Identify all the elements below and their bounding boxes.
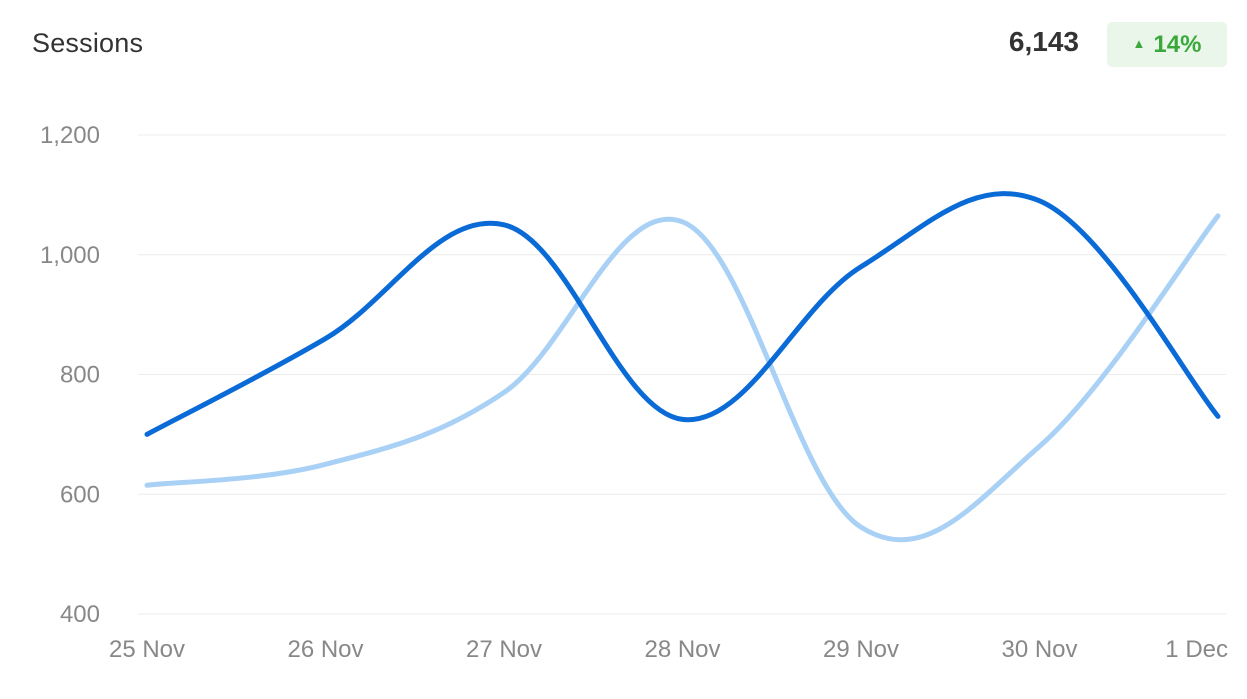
x-tick-label: 25 Nov — [109, 636, 185, 663]
x-tick-label: 30 Nov — [1001, 636, 1077, 663]
card-header: Sessions 6,143 ▲ 14% — [32, 22, 1227, 70]
y-tick-label: 400 — [60, 601, 100, 628]
y-tick-label: 800 — [60, 362, 100, 389]
gridlines — [138, 134, 1226, 615]
x-tick-label: 26 Nov — [287, 636, 363, 663]
x-tick-label: 29 Nov — [823, 636, 899, 663]
sessions-total: 6,143 — [1008, 26, 1079, 57]
x-axis-ticks: 25 Nov 26 Nov 27 Nov 28 Nov 29 Nov 30 Nov 1 De… — [109, 636, 1228, 663]
series-line-current — [144, 191, 1221, 437]
y-tick-label: 600 — [60, 481, 100, 508]
change-value: 14% — [1153, 30, 1202, 58]
x-tick-label: 27 Nov — [466, 636, 542, 663]
card-title: Sessions — [32, 28, 144, 58]
y-tick-label: 1,000 — [40, 242, 100, 269]
x-tick-label: 1 Dec — [1165, 636, 1228, 663]
change-badge: ▲ 14% — [1107, 22, 1227, 67]
arrow-up-icon: ▲ — [1132, 36, 1146, 51]
series-lines — [144, 191, 1221, 543]
x-tick-label: 28 Nov — [644, 636, 720, 663]
series-line-previous — [144, 213, 1221, 543]
y-axis-ticks: 1,200 1,000 800 600 400 — [40, 122, 100, 628]
y-tick-label: 1,200 — [40, 122, 100, 149]
